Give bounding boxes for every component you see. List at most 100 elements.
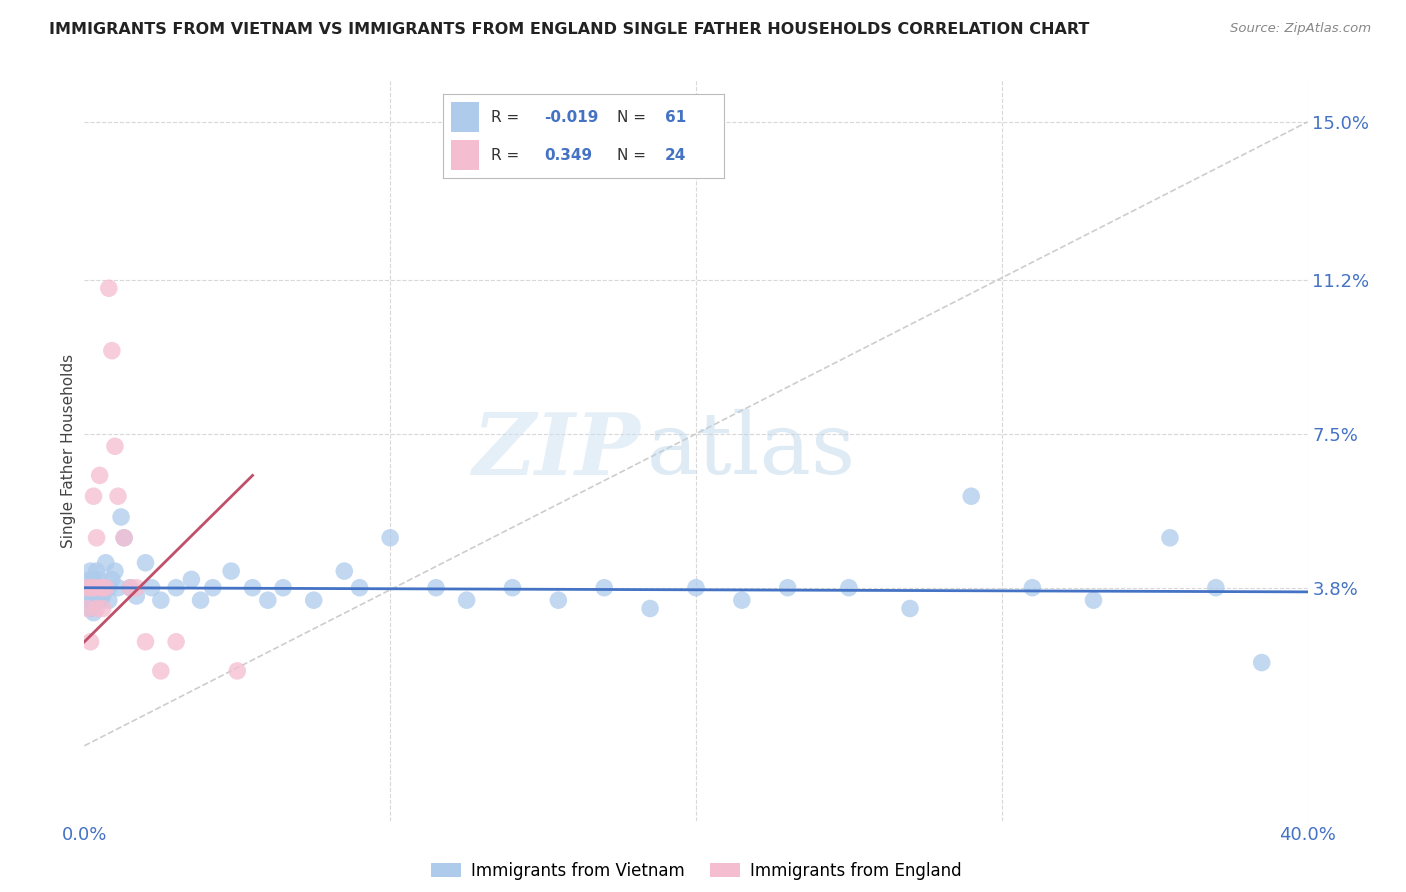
Point: [960, 489, 983, 503]
Point: [79, 593, 101, 607]
Point: [104, 564, 127, 578]
Point: [94, 581, 117, 595]
Point: [89, 468, 111, 483]
Point: [165, 634, 187, 648]
Point: [91, 601, 114, 615]
Text: IMMIGRANTS FROM VIETNAM VS IMMIGRANTS FROM ENGLAND SINGLE FATHER HOUSEHOLDS CORR: IMMIGRANTS FROM VIETNAM VS IMMIGRANTS FR…: [49, 22, 1090, 37]
Point: [120, 581, 142, 595]
Point: [271, 581, 294, 595]
Text: 61: 61: [665, 110, 686, 125]
Text: N =: N =: [617, 110, 647, 125]
Point: [83, 606, 105, 620]
Point: [257, 593, 280, 607]
Text: Source: ZipAtlas.com: Source: ZipAtlas.com: [1230, 22, 1371, 36]
Point: [502, 581, 524, 595]
Point: [76, 581, 98, 595]
Point: [89, 581, 111, 595]
Point: [112, 531, 135, 545]
Point: [776, 581, 799, 595]
Point: [135, 634, 157, 648]
Point: [380, 531, 402, 545]
Text: ZIP: ZIP: [472, 409, 641, 492]
Point: [1159, 531, 1181, 545]
Point: [425, 581, 447, 595]
Point: [107, 581, 129, 595]
Point: [101, 573, 124, 587]
Point: [165, 581, 187, 595]
Point: [79, 601, 101, 615]
Point: [898, 601, 921, 615]
Point: [125, 581, 148, 595]
Point: [97, 593, 120, 607]
Point: [190, 593, 212, 607]
Point: [86, 589, 108, 603]
Text: R =: R =: [491, 110, 519, 125]
Point: [101, 343, 124, 358]
Point: [125, 589, 148, 603]
Text: 0.349: 0.349: [544, 148, 592, 163]
Point: [86, 564, 108, 578]
Point: [94, 581, 117, 595]
Point: [91, 581, 114, 595]
Point: [86, 531, 108, 545]
Point: [94, 556, 117, 570]
Point: [149, 664, 172, 678]
Text: R =: R =: [491, 148, 519, 163]
Point: [141, 581, 163, 595]
Point: [135, 556, 157, 570]
Point: [638, 601, 661, 615]
Point: [180, 573, 202, 587]
Point: [97, 281, 120, 295]
Point: [79, 564, 101, 578]
Point: [838, 581, 860, 595]
Bar: [451, 140, 479, 169]
Point: [89, 573, 111, 587]
Point: [83, 581, 105, 595]
Point: [1205, 581, 1227, 595]
Point: [242, 581, 264, 595]
Point: [219, 564, 242, 578]
Point: [83, 593, 105, 607]
Point: [86, 581, 108, 595]
Bar: [451, 103, 479, 132]
Point: [1021, 581, 1043, 595]
Point: [83, 581, 105, 595]
Text: -0.019: -0.019: [544, 110, 599, 125]
Point: [456, 593, 478, 607]
Point: [104, 439, 127, 453]
Point: [547, 593, 569, 607]
Point: [149, 593, 172, 607]
Point: [685, 581, 707, 595]
Point: [76, 589, 98, 603]
Text: N =: N =: [617, 148, 647, 163]
Point: [302, 593, 325, 607]
Point: [333, 564, 356, 578]
Text: 24: 24: [665, 148, 686, 163]
Point: [731, 593, 754, 607]
Point: [593, 581, 616, 595]
Point: [76, 601, 98, 615]
Point: [83, 573, 105, 587]
Point: [1083, 593, 1105, 607]
Point: [76, 581, 98, 595]
Y-axis label: Single Father Households: Single Father Households: [60, 353, 76, 548]
Point: [79, 581, 101, 595]
Legend: Immigrants from Vietnam, Immigrants from England: Immigrants from Vietnam, Immigrants from…: [425, 855, 967, 887]
Point: [110, 510, 132, 524]
Point: [83, 489, 105, 503]
Point: [79, 573, 101, 587]
Point: [97, 581, 120, 595]
Point: [86, 601, 108, 615]
Point: [91, 581, 114, 595]
Point: [120, 581, 142, 595]
Point: [349, 581, 371, 595]
Text: atlas: atlas: [647, 409, 856, 492]
Point: [89, 593, 111, 607]
Point: [201, 581, 224, 595]
Point: [91, 589, 114, 603]
Point: [89, 581, 111, 595]
Point: [79, 634, 101, 648]
Point: [226, 664, 249, 678]
Point: [1250, 656, 1272, 670]
Point: [107, 489, 129, 503]
